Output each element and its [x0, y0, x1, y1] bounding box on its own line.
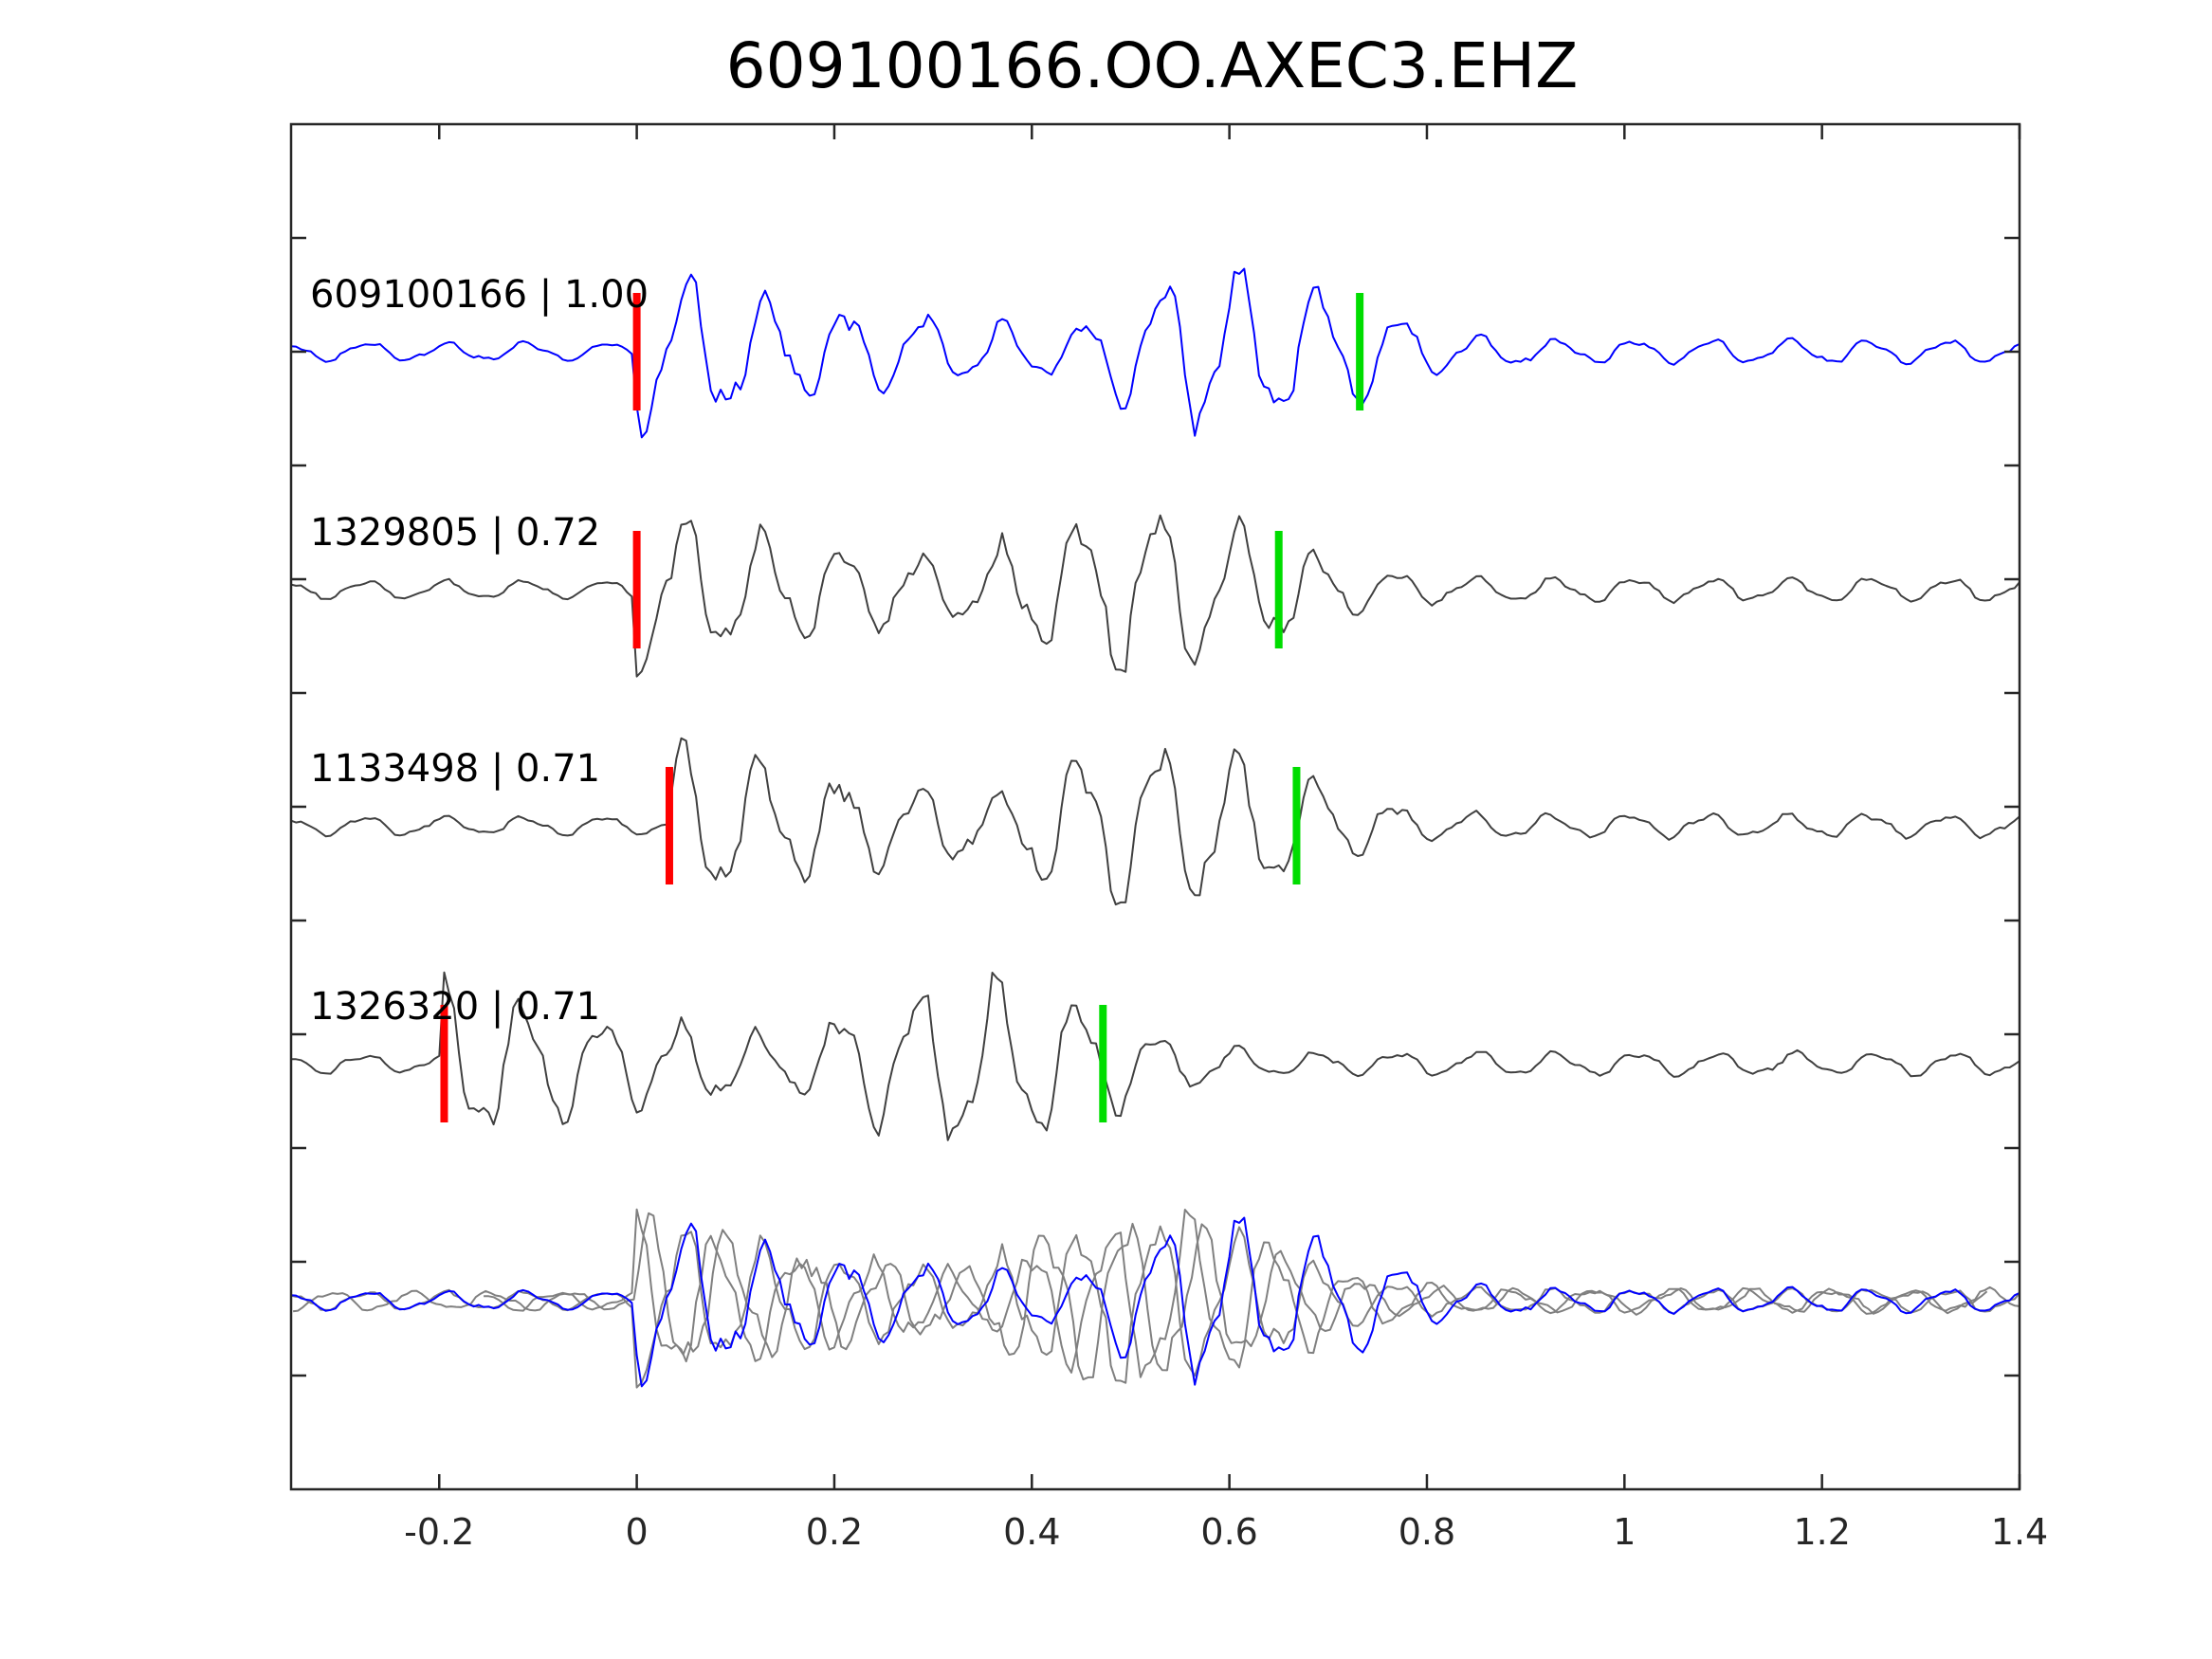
- trace-labels-layer: 609100166 | 1.00 1329805 | 0.72 1133498 | …: [310, 273, 649, 1029]
- overlay-trace-1326320: [484, 1208, 2020, 1378]
- x-tick-label: 0.2: [806, 1511, 863, 1553]
- x-tick-label: 0.4: [1003, 1511, 1060, 1553]
- plot-area-frame: [289, 122, 2021, 1491]
- overlay-trace-609100166: [290, 1216, 2020, 1388]
- x-tick-label: 1.2: [1793, 1511, 1850, 1553]
- x-tick-label: 0: [626, 1511, 649, 1553]
- x-tick-label: 0.6: [1200, 1511, 1257, 1553]
- trace-label: 1329805 | 0.72: [310, 511, 600, 555]
- x-tick-label: -0.2: [404, 1511, 474, 1553]
- chart-title: 609100166.OO.AXEC3.EHZ: [726, 29, 1579, 102]
- x-tick-label: 0.8: [1398, 1511, 1455, 1553]
- trace-label: 609100166 | 1.00: [310, 273, 649, 317]
- traces-layer: [290, 267, 2020, 1389]
- x-tick-label: 1.4: [1991, 1511, 2048, 1553]
- overlay-trace-1329805: [290, 1225, 2020, 1389]
- x-tick-label: 1: [1613, 1511, 1636, 1553]
- trace-1329805: [290, 514, 2020, 678]
- picks-layer: [440, 293, 1364, 1122]
- trace-1133498: [290, 737, 2020, 906]
- trace-609100166: [290, 267, 2020, 439]
- axis-ticks-layer: -0.2 0 0.2 0.4 0.6 0.8 1 1.2 1.4: [291, 124, 2048, 1553]
- trace-label: 1326320 | 0.71: [310, 985, 600, 1029]
- trace-label: 1133498 | 0.71: [310, 747, 600, 791]
- trace-1326320: [290, 971, 2020, 1141]
